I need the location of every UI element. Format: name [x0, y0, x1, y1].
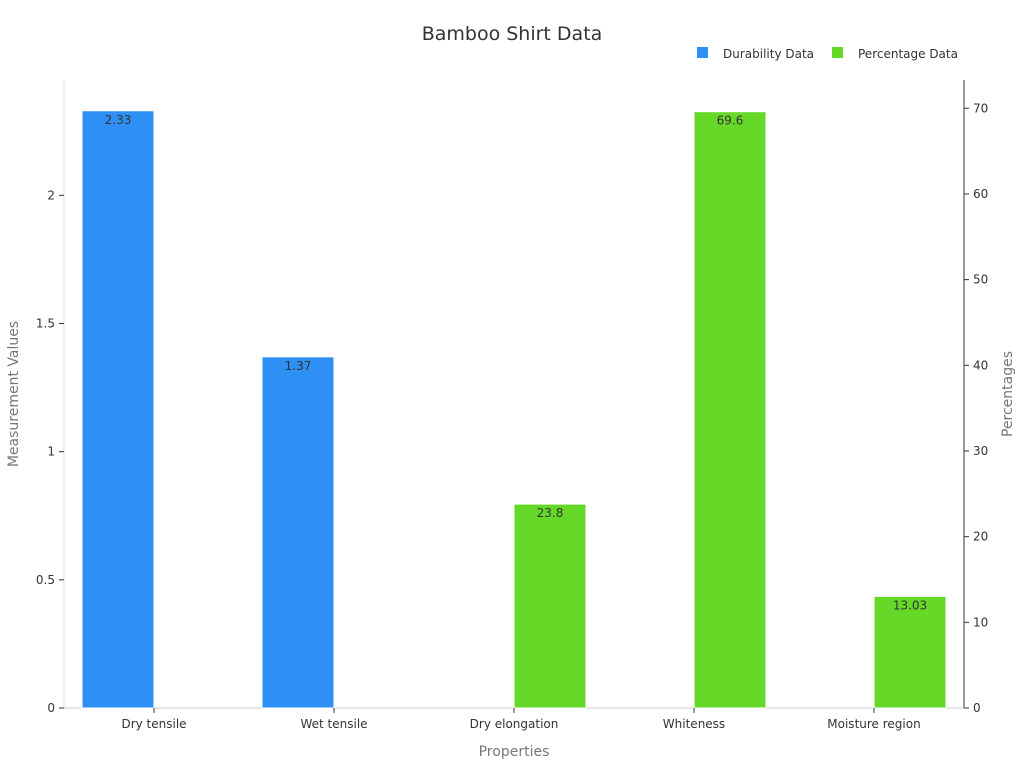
- bar-durability-0: [81, 110, 155, 709]
- left-tick-group: 0 0.5 1 1.5 2: [36, 188, 64, 715]
- legend: Durability Data Percentage Data: [697, 47, 958, 61]
- x-tick-label: Dry tensile: [121, 717, 186, 731]
- legend-label-percentage: Percentage Data: [858, 47, 958, 61]
- left-tick-label: 0.5: [36, 573, 55, 587]
- right-tick-label: 70: [973, 101, 988, 115]
- x-tick-label: Dry elongation: [470, 717, 559, 731]
- right-tick-label: 60: [973, 187, 988, 201]
- left-tick-label: 2: [47, 188, 55, 202]
- bar-value-label: 2.33: [105, 113, 132, 127]
- left-tick-label: 0: [47, 701, 55, 715]
- right-tick-label: 50: [973, 273, 988, 287]
- right-tick-label: 20: [973, 530, 988, 544]
- left-tick-label: 1.5: [36, 317, 55, 331]
- left-axis-title: Measurement Values: [6, 321, 22, 467]
- bar-durability-1: [261, 356, 335, 709]
- right-tick-group: 0 10 20 30 40 50 60 70: [964, 101, 988, 715]
- bar-percentage-2: [513, 503, 587, 709]
- x-tick-label: Whiteness: [663, 717, 725, 731]
- right-tick-label: 40: [973, 358, 988, 372]
- left-tick-label: 1: [47, 445, 55, 459]
- right-tick-label: 30: [973, 444, 988, 458]
- bar-value-label: 69.6: [717, 114, 744, 128]
- right-axis-title: Percentages: [1000, 351, 1016, 437]
- bar-percentage-4: [873, 595, 947, 709]
- bar-value-label: 23.8: [537, 506, 564, 520]
- bar-group: 2.33 1.37 23.8 69.6 13.03: [81, 110, 947, 709]
- bar-percentage-3: [693, 111, 767, 709]
- bar-value-label: 13.03: [893, 598, 927, 612]
- x-tick-label: Moisture region: [827, 717, 920, 731]
- x-axis-title: Properties: [479, 744, 550, 760]
- x-tick-group: Dry tensile Wet tensile Dry elongation Whit…: [121, 708, 921, 731]
- x-tick-label: Wet tensile: [300, 717, 367, 731]
- bar-value-label: 1.37: [285, 359, 312, 373]
- chart-title: Bamboo Shirt Data: [422, 23, 603, 45]
- right-tick-label: 10: [973, 615, 988, 629]
- legend-swatch-percentage: [832, 47, 843, 58]
- right-tick-label: 0: [973, 701, 981, 715]
- legend-label-durability: Durability Data: [723, 47, 814, 61]
- legend-swatch-durability: [697, 47, 708, 58]
